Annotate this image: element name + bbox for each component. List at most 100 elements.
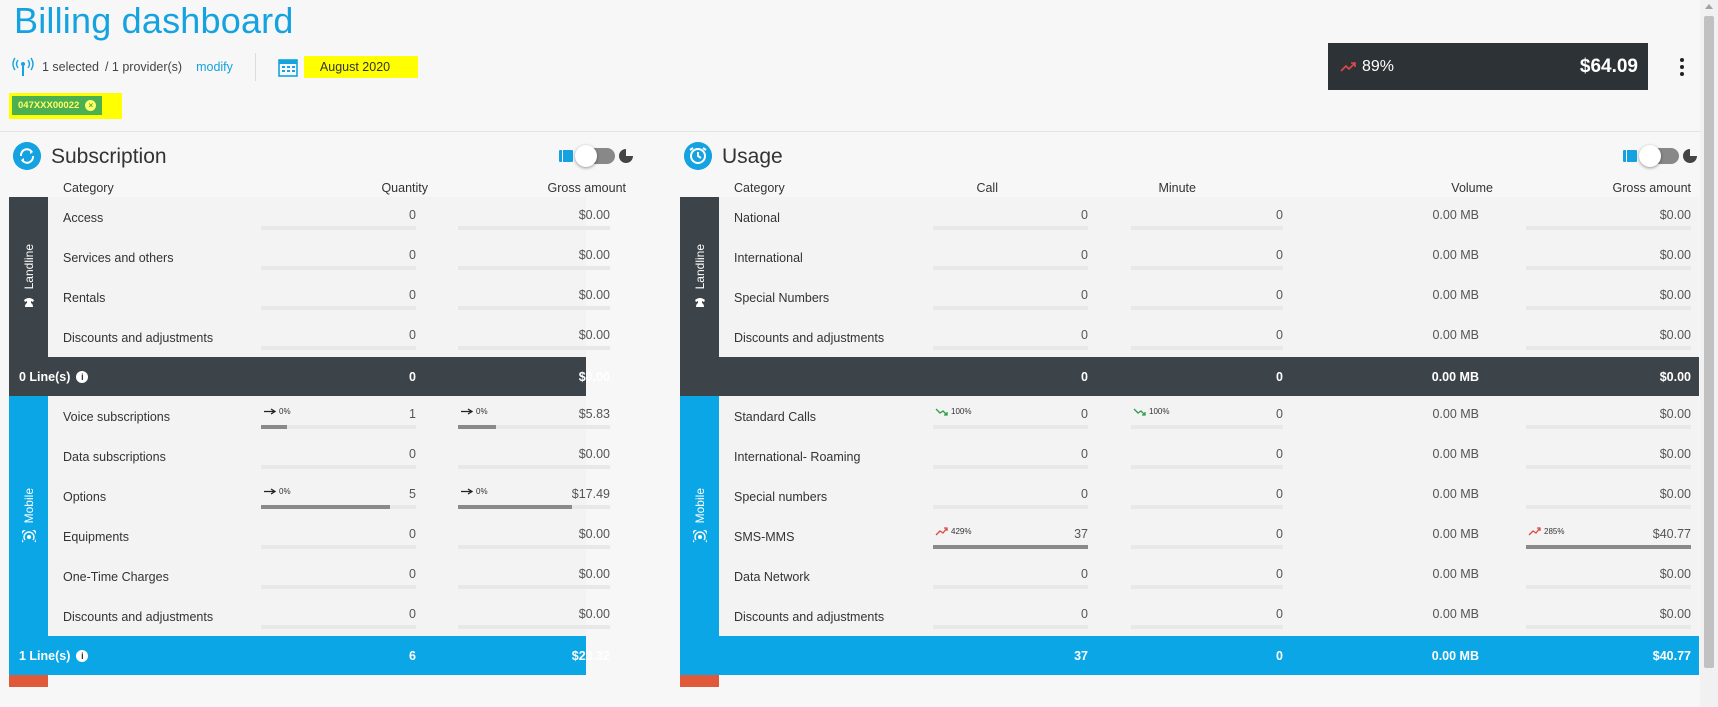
cell-value: $0.00 bbox=[1659, 607, 1691, 621]
calendar-icon[interactable] bbox=[278, 57, 298, 77]
usage-view-toggle[interactable] bbox=[1623, 145, 1697, 167]
table-row[interactable]: Discounts and adjustments 0 $0.00 bbox=[9, 596, 610, 636]
cell-value: 0 bbox=[1276, 487, 1283, 501]
scroll-up-icon[interactable] bbox=[1705, 4, 1713, 9]
cell-gross: $0.00 bbox=[1526, 556, 1691, 596]
cell-volume: 0.00 MB bbox=[1328, 596, 1479, 636]
trend-indicator: 0% bbox=[460, 407, 488, 416]
progress-bar bbox=[933, 306, 1088, 310]
more-options-icon[interactable] bbox=[1679, 58, 1685, 76]
trend-value: 100% bbox=[1149, 407, 1170, 416]
cell-value: 1 bbox=[409, 407, 416, 421]
progress-fill bbox=[261, 505, 390, 509]
vertical-scrollbar[interactable] bbox=[1700, 0, 1718, 707]
landline-total-row: 0 0 0.00 MB $0.00 bbox=[680, 357, 1699, 396]
table-row[interactable]: Discounts and adjustments 0 0 0.00 MB $0.00 bbox=[680, 317, 1699, 357]
table-row[interactable]: Discounts and adjustments 0 $0.00 bbox=[9, 317, 610, 357]
phone-icon bbox=[694, 297, 705, 307]
table-row[interactable]: National 0 0 0.00 MB $0.00 bbox=[680, 197, 1699, 237]
row-category: One-Time Charges bbox=[63, 570, 169, 584]
cell-value: $0.00 bbox=[578, 288, 610, 302]
line-tag[interactable]: 047XXX00022 × bbox=[12, 96, 103, 115]
table-row[interactable]: Special numbers 0 0 0.00 MB $0.00 bbox=[680, 476, 1699, 516]
table-row[interactable]: SMS-MMS 429% 37 0 0.00 MB 285% $40.77 bbox=[680, 516, 1699, 556]
info-icon[interactable]: i bbox=[76, 371, 89, 383]
trend-flat-icon bbox=[264, 408, 277, 415]
cell-minute: 0 bbox=[1131, 436, 1283, 476]
trend-indicator: 285% bbox=[1528, 527, 1564, 536]
header-quantity: Quantity bbox=[381, 181, 428, 195]
cell-minute: 0 bbox=[1131, 596, 1283, 636]
header-divider bbox=[0, 131, 1700, 132]
row-category: International bbox=[734, 251, 803, 265]
table-row[interactable]: Options 0% 5 0% $17.49 bbox=[9, 476, 610, 516]
table-row[interactable]: Access 0 $0.00 bbox=[9, 197, 610, 237]
total-gross: $40.77 bbox=[1652, 649, 1691, 663]
cell-value: $40.77 bbox=[1652, 527, 1691, 541]
modify-link[interactable]: modify bbox=[196, 60, 233, 74]
cell-value: $0.00 bbox=[578, 527, 610, 541]
trend-value: 0% bbox=[279, 487, 291, 496]
cell-value: 0 bbox=[1081, 447, 1088, 461]
view-switch[interactable] bbox=[575, 145, 615, 167]
subscription-column-headers: Category Quantity Gross amount bbox=[9, 178, 641, 197]
cell-minute: 0 bbox=[1131, 317, 1283, 357]
cell-call: 100% 0 bbox=[933, 396, 1088, 436]
progress-bar bbox=[1526, 346, 1691, 350]
cell-value: 0 bbox=[409, 328, 416, 342]
mobile-total-row: 37 0 0.00 MB $40.77 bbox=[680, 636, 1699, 675]
subscription-title: Subscription bbox=[51, 145, 167, 168]
table-row[interactable]: One-Time Charges 0 $0.00 bbox=[9, 556, 610, 596]
table-row[interactable]: Equipments 0 $0.00 bbox=[9, 516, 610, 556]
cell-qty: 0 bbox=[261, 556, 416, 596]
header-category: Category bbox=[734, 181, 785, 195]
trend-flat-icon bbox=[264, 488, 277, 495]
remove-tag-icon[interactable]: × bbox=[85, 100, 97, 111]
cell-qty: 0% 5 bbox=[261, 476, 416, 516]
table-row[interactable]: Services and others 0 $0.00 bbox=[9, 237, 610, 277]
cell-volume: 0.00 MB bbox=[1328, 277, 1479, 317]
table-row[interactable]: Voice subscriptions 0% 1 0% $5.83 bbox=[9, 396, 610, 436]
cell-value: 0 bbox=[1081, 288, 1088, 302]
total-volume: 0.00 MB bbox=[1431, 649, 1479, 663]
progress-bar bbox=[933, 425, 1088, 429]
progress-fill bbox=[1526, 545, 1691, 549]
table-row[interactable]: International 0 0 0.00 MB $0.00 bbox=[680, 237, 1699, 277]
cell-gross: $0.00 bbox=[1526, 197, 1691, 237]
line-count-label: 0 Line(s) bbox=[19, 370, 71, 384]
total-qty: 0 bbox=[409, 370, 416, 384]
scrollbar-thumb[interactable] bbox=[1704, 16, 1714, 668]
header-call: Call bbox=[976, 181, 998, 195]
table-row[interactable]: Rentals 0 $0.00 bbox=[9, 277, 610, 317]
table-row[interactable]: Discounts and adjustments 0 0 0.00 MB $0.00 bbox=[680, 596, 1699, 636]
next-section-indicator bbox=[9, 675, 48, 687]
table-row[interactable]: Special Numbers 0 0 0.00 MB $0.00 bbox=[680, 277, 1699, 317]
cell-gross: $0.00 bbox=[1526, 396, 1691, 436]
usage-view-switch[interactable] bbox=[1639, 145, 1679, 167]
progress-bar bbox=[458, 346, 610, 350]
pie-view-icon[interactable] bbox=[619, 149, 633, 163]
landline-total-row: 0 Line(s) i 0 $0.00 bbox=[9, 357, 610, 396]
row-category: Data Network bbox=[734, 570, 810, 584]
table-row[interactable]: Data Network 0 0 0.00 MB $0.00 bbox=[680, 556, 1699, 596]
table-view-icon[interactable] bbox=[559, 150, 573, 162]
row-category: Discounts and adjustments bbox=[734, 331, 885, 345]
cell-value: 0.00 MB bbox=[1432, 567, 1479, 581]
usage-pie-view-icon[interactable] bbox=[1683, 149, 1697, 163]
progress-bar bbox=[1131, 226, 1283, 230]
date-selector[interactable]: August 2020 bbox=[303, 56, 419, 78]
table-row[interactable]: International- Roaming 0 0 0.00 MB $0.00 bbox=[680, 436, 1699, 476]
cell-qty: 0 bbox=[261, 277, 416, 317]
usage-table-view-icon[interactable] bbox=[1623, 150, 1637, 162]
info-icon[interactable]: i bbox=[76, 650, 89, 662]
cell-value: 0 bbox=[1276, 328, 1283, 342]
progress-bar bbox=[261, 425, 416, 429]
table-row[interactable]: Data subscriptions 0 $0.00 bbox=[9, 436, 610, 476]
row-category: Equipments bbox=[63, 530, 130, 544]
view-toggle[interactable] bbox=[559, 145, 633, 167]
total-minute: 0 bbox=[1276, 649, 1283, 663]
mobile-label: Mobile bbox=[21, 488, 36, 524]
table-row[interactable]: Standard Calls 100% 0 100% 0 0.00 MB $0.00 bbox=[680, 396, 1699, 436]
cell-value: $0.00 bbox=[578, 567, 610, 581]
trend-flat-icon bbox=[461, 408, 474, 415]
